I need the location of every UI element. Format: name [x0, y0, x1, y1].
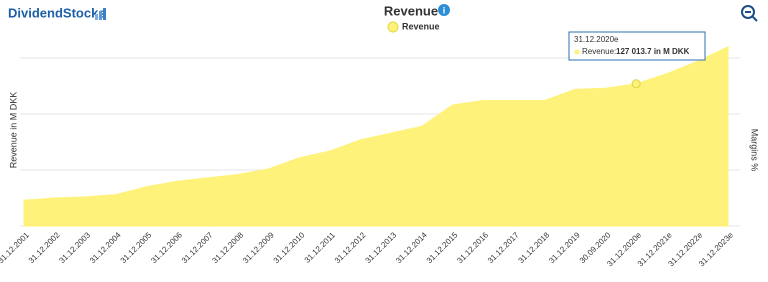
- x-tick-label: 31.12.2017: [486, 230, 521, 265]
- x-tick-label: 31.12.2015: [425, 230, 460, 265]
- x-tick-label: 31.12.2010: [272, 230, 307, 265]
- info-icon[interactable]: [438, 4, 450, 16]
- x-tick-label: 31.12.2011: [303, 230, 338, 265]
- x-tick-label: 31.12.2004: [88, 230, 123, 265]
- x-tick-label: 31.12.2006: [149, 230, 184, 265]
- brand-logo: DividendStocks: [8, 5, 106, 20]
- x-tick-label: 31.12.2005: [119, 230, 154, 265]
- x-tick-label: 31.12.2008: [210, 230, 245, 265]
- tooltip-value: 127 013.7 in M DKK: [616, 47, 690, 56]
- chart-title: Revenue: [384, 3, 438, 18]
- x-tick-label: 31.12.2019: [547, 230, 582, 265]
- y2-axis-label: Margins %: [750, 129, 760, 172]
- x-tick-label: 31.12.2014: [394, 230, 429, 265]
- x-tick-label: 31.12.2018: [517, 230, 552, 265]
- x-tick-label: 31.12.2009: [241, 230, 276, 265]
- x-tick-label: 31.12.2012: [333, 230, 368, 265]
- tooltip-marker: [574, 49, 580, 55]
- x-tick-label: 31.12.2007: [180, 230, 215, 265]
- legend-label[interactable]: Revenue: [402, 21, 440, 31]
- tooltip-box: [568, 31, 706, 61]
- hover-marker: [631, 79, 641, 89]
- legend-marker[interactable]: [387, 21, 399, 33]
- x-tick-label: 31.12.2003: [57, 230, 92, 265]
- zoom-icon[interactable]: [741, 5, 758, 22]
- info-icon-text: i: [443, 5, 446, 15]
- x-tick-label: 31.12.2002: [27, 230, 62, 265]
- logo-bars: [95, 8, 106, 20]
- tooltip-title: 31.12.2020e: [574, 35, 619, 44]
- y-axis-label: Revenue in M DKK: [8, 92, 18, 169]
- x-tick-label: 31.12.2016: [455, 230, 490, 265]
- tooltip-label: Revenue:: [582, 47, 616, 56]
- area: [23, 46, 729, 227]
- x-tick-label: 31.12.2013: [364, 230, 399, 265]
